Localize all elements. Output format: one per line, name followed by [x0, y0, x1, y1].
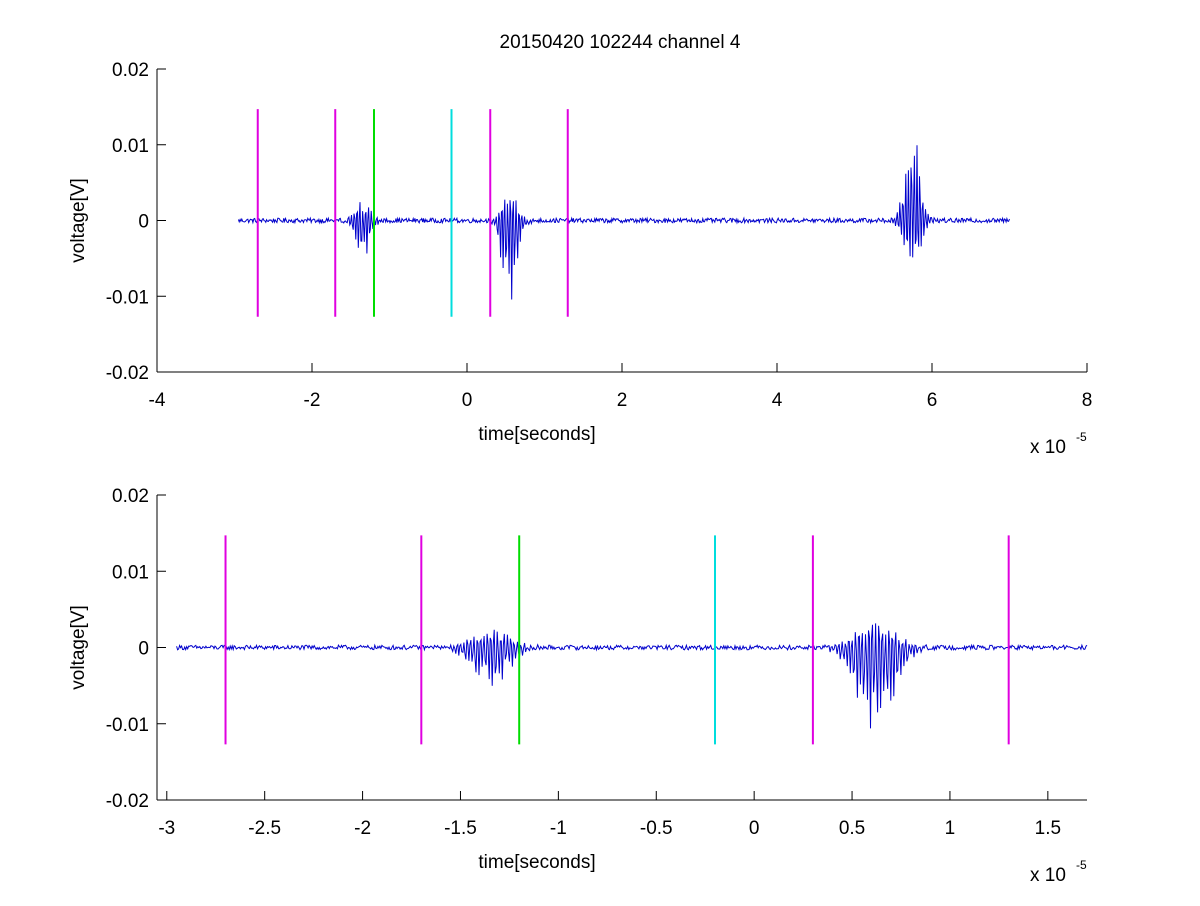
x-tick-label: -2	[304, 390, 321, 411]
y-tick-label: -0.01	[106, 287, 149, 308]
top-plot: -4 -2 0 2 4 6 8 -0.02 -0.01 0 0.01 0.02 time[seconds…	[68, 60, 1092, 458]
y-tick-label: 0.02	[112, 486, 149, 507]
x-tick-label: -1	[550, 818, 567, 839]
x-tick-label: -2.5	[248, 818, 281, 839]
y-tick-label: 0.01	[112, 562, 149, 583]
y-tick-label: 0	[138, 212, 149, 233]
x-tick-label: -4	[149, 390, 166, 411]
signal-trace-line	[176, 623, 1088, 729]
x-tick-label: -2	[354, 818, 371, 839]
x-multiplier-exponent: -5	[1076, 430, 1087, 444]
x-tick-label: 6	[927, 390, 938, 411]
x-tick-label: 8	[1082, 390, 1093, 411]
y-tick-label: -0.02	[106, 791, 149, 812]
x-axis-label: time[seconds]	[478, 424, 595, 445]
y-tick-label: 0.01	[112, 136, 149, 157]
figure-title: 20150420 102244 channel 4	[500, 32, 741, 53]
x-tick-label: 0	[462, 390, 473, 411]
signal-trace-line	[237, 145, 1010, 300]
x-tick-label: -3	[158, 818, 175, 839]
x-multiplier-label: x 10	[1030, 437, 1066, 458]
y-tick-label: 0	[138, 639, 149, 660]
x-tick-label: 2	[617, 390, 628, 411]
x-multiplier-exponent: -5	[1076, 858, 1087, 872]
y-tick-label: -0.02	[106, 363, 149, 384]
x-tick-label: 0.5	[839, 818, 865, 839]
x-tick-label: 1	[945, 818, 956, 839]
x-multiplier-label: x 10	[1030, 865, 1066, 886]
x-axis-label: time[seconds]	[478, 852, 595, 873]
x-tick-label: 1.5	[1035, 818, 1061, 839]
y-axis-label: voltage[V]	[68, 605, 89, 690]
y-axis-label: voltage[V]	[68, 178, 89, 263]
y-tick-label: -0.01	[106, 715, 149, 736]
x-tick-label: -1.5	[444, 818, 477, 839]
y-tick-label: 0.02	[112, 60, 149, 81]
x-tick-label: -0.5	[640, 818, 673, 839]
x-tick-label: 0	[749, 818, 760, 839]
bottom-plot: -3 -2.5 -2 -1.5 -1 -0.5 0 0.5 1 1.5 -0.02 -0.01 0 0.0…	[68, 486, 1088, 886]
x-tick-label: 4	[772, 390, 783, 411]
